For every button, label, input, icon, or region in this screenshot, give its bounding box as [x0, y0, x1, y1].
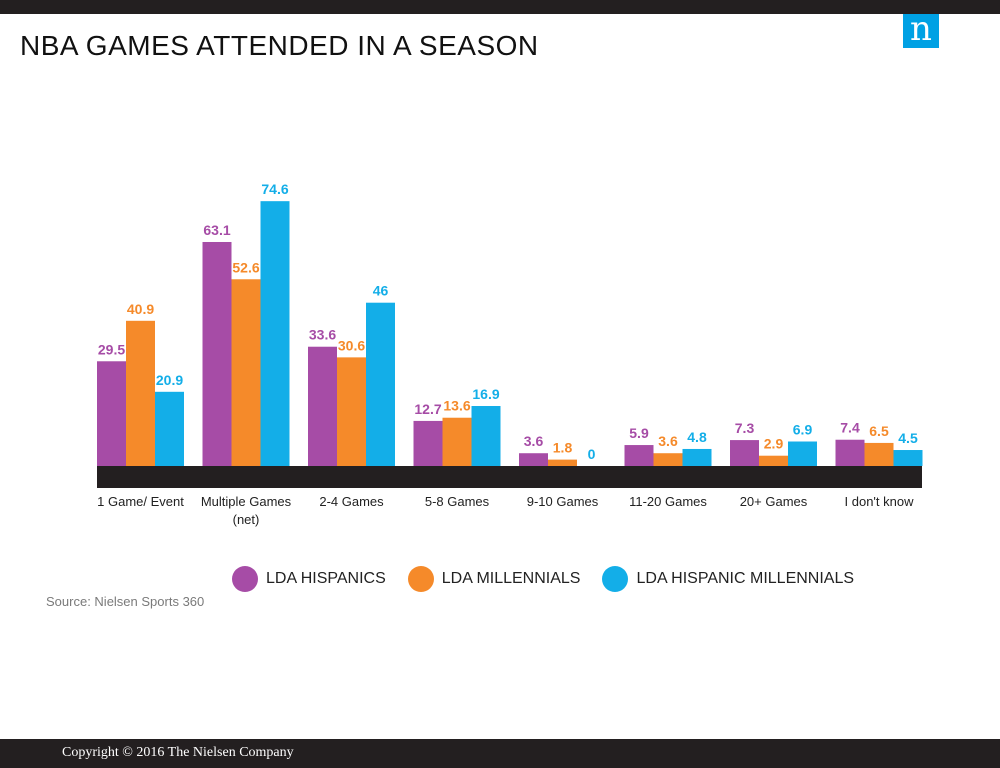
data-label: 12.7	[414, 401, 441, 417]
bar	[471, 406, 501, 466]
legend-swatch	[602, 566, 629, 592]
legend-label: LDA MILLENNIALS	[441, 570, 581, 587]
bar	[442, 417, 472, 466]
bar	[788, 441, 817, 466]
data-label: 5.9	[629, 425, 649, 441]
bar-chart: 29.5 40.9 20.9 1 Game/ Event 63.1 52.6 74.6 Mul…	[97, 181, 923, 527]
category-label: I don't know	[845, 494, 915, 509]
legend-item: LDA HISPANIC MILLENNIALS	[602, 566, 854, 592]
bar	[231, 279, 261, 466]
legend-item: LDA MILLENNIALS	[407, 566, 581, 592]
legend-item: LDA HISPANICS	[232, 566, 386, 592]
legend-swatch	[232, 566, 258, 592]
data-label: 3.6	[524, 433, 544, 449]
category-label: 2-4 Games	[319, 494, 384, 509]
bar	[366, 302, 395, 466]
data-label: 33.6	[309, 327, 336, 343]
bar	[893, 450, 923, 466]
category-label: Multiple Games	[201, 494, 292, 509]
data-label: 16.9	[472, 386, 499, 402]
category-label: 1 Game/ Event	[97, 494, 184, 509]
data-label: 20.9	[156, 372, 183, 388]
data-label: 4.8	[687, 429, 707, 445]
data-label: 40.9	[127, 301, 154, 317]
data-label: 52.6	[232, 259, 259, 275]
data-label: 13.6	[443, 398, 470, 414]
data-label: 6.9	[793, 422, 813, 438]
bar	[864, 442, 894, 466]
legend-label: LDA HISPANIC MILLENNIALS	[636, 570, 855, 587]
bar	[337, 357, 366, 466]
data-label: 29.5	[98, 341, 125, 357]
data-label: 3.6	[658, 433, 678, 449]
legend-label: LDA HISPANICS	[266, 570, 386, 587]
bar	[155, 391, 184, 466]
category-label: 11-20 Games	[629, 494, 707, 509]
bottom-bar	[0, 739, 1000, 768]
data-label: 30.6	[338, 337, 365, 353]
data-label: 4.5	[898, 430, 918, 446]
bar	[260, 201, 290, 467]
data-label: 74.6	[261, 181, 288, 197]
category-label: 9-10 Games	[527, 494, 599, 509]
nielsen-logo: n	[903, 12, 939, 48]
category-label: 5-8 Games	[425, 494, 490, 509]
data-label: 46	[373, 283, 389, 299]
category-label: (net)	[233, 512, 260, 527]
bar	[413, 420, 443, 466]
data-label: 63.1	[203, 222, 230, 238]
bar	[548, 459, 577, 466]
copyright-text: Copyright © 2016 The Nielsen Company	[62, 745, 294, 760]
data-label: 7.3	[735, 420, 755, 436]
bar	[308, 346, 337, 466]
top-bar	[0, 0, 1000, 14]
bar	[519, 453, 548, 466]
bar	[759, 455, 788, 466]
data-label: 2.9	[764, 436, 784, 452]
legend-swatch	[407, 566, 434, 592]
data-label: 0	[588, 446, 596, 462]
bar	[653, 453, 683, 466]
bar	[202, 241, 232, 466]
bar	[682, 448, 712, 466]
bar	[126, 320, 155, 466]
data-label: 7.4	[840, 420, 860, 436]
bar	[730, 440, 759, 466]
data-label: 1.8	[553, 440, 573, 456]
axis-baseline	[97, 466, 922, 488]
bar	[97, 361, 126, 466]
chart-title: NBA GAMES ATTENDED IN A SEASON	[20, 30, 539, 61]
source-note: Source: Nielsen Sports 360	[46, 594, 205, 609]
data-label: 6.5	[869, 423, 889, 439]
chart-legend: LDA HISPANICS LDA MILLENNIALS LDA HISPANIC…	[232, 566, 876, 592]
bar	[624, 445, 654, 466]
bar	[835, 439, 865, 466]
category-label: 20+ Games	[740, 494, 808, 509]
